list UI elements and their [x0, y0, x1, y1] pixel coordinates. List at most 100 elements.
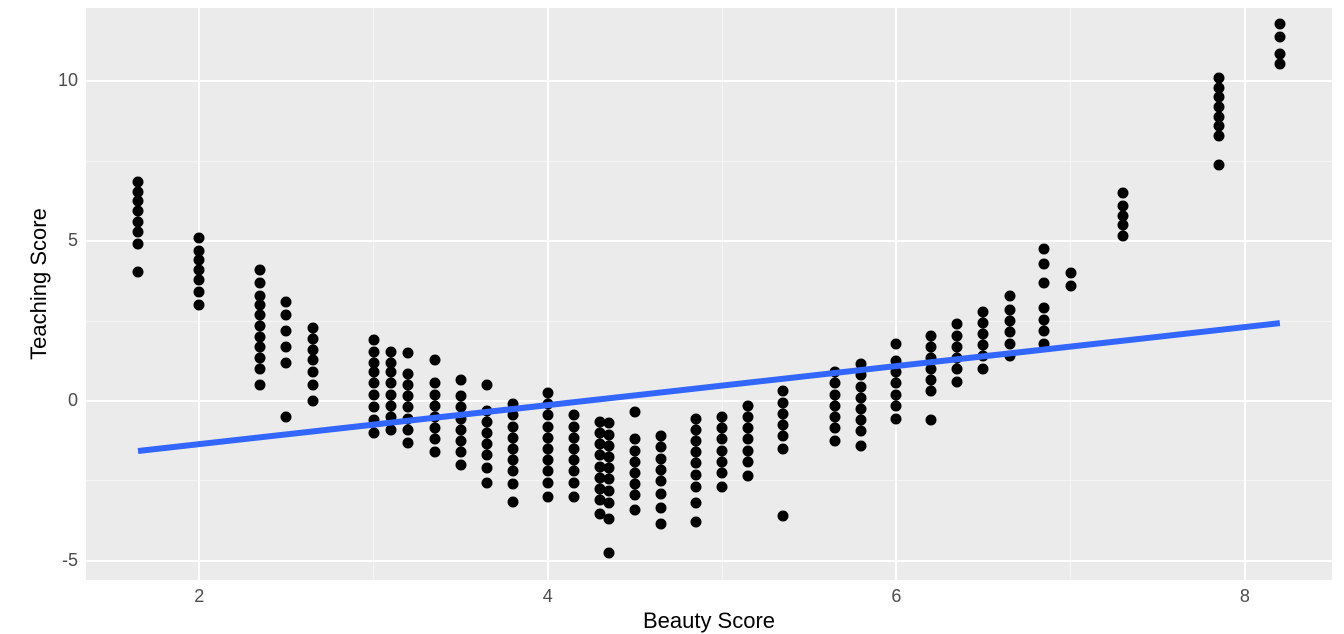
scatter-point — [830, 389, 841, 400]
x-tick-label: 8 — [1225, 586, 1265, 607]
scatter-point — [952, 319, 963, 330]
scatter-point — [368, 389, 379, 400]
scatter-point — [1065, 268, 1076, 279]
scatter-point — [568, 491, 579, 502]
scatter-point — [656, 431, 667, 442]
gridline-vertical — [1244, 8, 1246, 580]
scatter-point — [656, 453, 667, 464]
scatter-point — [1274, 58, 1285, 69]
scatter-point — [194, 300, 205, 311]
scatter-point — [133, 266, 144, 277]
scatter-point — [307, 354, 318, 365]
scatter-point — [629, 407, 640, 418]
scatter-point — [1004, 304, 1015, 315]
scatter-chart: 2468-50510 Beauty Score Teaching Score — [0, 0, 1344, 633]
scatter-point — [778, 420, 789, 431]
scatter-point — [717, 445, 728, 456]
scatter-point — [481, 463, 492, 474]
scatter-point — [1004, 316, 1015, 327]
gridline-vertical — [373, 8, 374, 580]
scatter-point — [455, 391, 466, 402]
scatter-point — [481, 416, 492, 427]
scatter-point — [629, 467, 640, 478]
scatter-point — [1117, 188, 1128, 199]
scatter-point — [830, 435, 841, 446]
scatter-point — [717, 467, 728, 478]
scatter-point — [542, 466, 553, 477]
scatter-point — [926, 330, 937, 341]
scatter-point — [1117, 231, 1128, 242]
scatter-point — [856, 392, 867, 403]
scatter-point — [429, 434, 440, 445]
scatter-point — [542, 421, 553, 432]
scatter-point — [690, 482, 701, 493]
scatter-point — [368, 335, 379, 346]
scatter-point — [403, 368, 414, 379]
scatter-point — [717, 423, 728, 434]
gridline-horizontal — [86, 480, 1332, 481]
scatter-point — [481, 450, 492, 461]
scatter-point — [133, 186, 144, 197]
scatter-point — [568, 455, 579, 466]
scatter-point — [978, 328, 989, 339]
gridline-horizontal — [86, 400, 1332, 402]
scatter-point — [891, 389, 902, 400]
scatter-point — [1274, 18, 1285, 29]
scatter-point — [891, 413, 902, 424]
scatter-point — [743, 445, 754, 456]
scatter-point — [133, 217, 144, 228]
scatter-point — [455, 375, 466, 386]
gridline-vertical — [1070, 8, 1071, 580]
scatter-point — [717, 412, 728, 423]
scatter-point — [690, 435, 701, 446]
scatter-point — [255, 352, 266, 363]
scatter-point — [542, 455, 553, 466]
scatter-point — [690, 458, 701, 469]
scatter-point — [856, 381, 867, 392]
scatter-point — [1213, 121, 1224, 132]
scatter-point — [429, 400, 440, 411]
scatter-point — [542, 388, 553, 399]
scatter-point — [1117, 210, 1128, 221]
scatter-point — [194, 245, 205, 256]
scatter-point — [568, 477, 579, 488]
scatter-point — [978, 306, 989, 317]
scatter-point — [1004, 327, 1015, 338]
scatter-point — [978, 364, 989, 375]
scatter-point — [1039, 277, 1050, 288]
scatter-point — [403, 402, 414, 413]
scatter-point — [255, 332, 266, 343]
scatter-point — [926, 375, 937, 386]
scatter-point — [507, 466, 518, 477]
scatter-point — [194, 265, 205, 276]
scatter-point — [385, 400, 396, 411]
scatter-point — [690, 517, 701, 528]
scatter-point — [1213, 82, 1224, 93]
scatter-point — [255, 309, 266, 320]
y-tick-label: 0 — [68, 390, 78, 411]
y-tick-label: 10 — [58, 70, 78, 91]
scatter-point — [255, 364, 266, 375]
scatter-point — [194, 274, 205, 285]
scatter-point — [603, 451, 614, 462]
scatter-point — [978, 317, 989, 328]
scatter-point — [603, 514, 614, 525]
scatter-point — [368, 428, 379, 439]
scatter-point — [507, 443, 518, 454]
scatter-point — [255, 277, 266, 288]
scatter-point — [778, 511, 789, 522]
scatter-point — [1213, 73, 1224, 84]
scatter-point — [629, 479, 640, 490]
scatter-point — [255, 265, 266, 276]
y-tick-label: 5 — [68, 230, 78, 251]
scatter-point — [656, 475, 667, 486]
scatter-point — [481, 477, 492, 488]
scatter-point — [743, 456, 754, 467]
scatter-point — [281, 341, 292, 352]
scatter-point — [403, 391, 414, 402]
scatter-point — [778, 386, 789, 397]
scatter-point — [778, 408, 789, 419]
scatter-point — [778, 443, 789, 454]
scatter-point — [255, 290, 266, 301]
scatter-point — [603, 429, 614, 440]
